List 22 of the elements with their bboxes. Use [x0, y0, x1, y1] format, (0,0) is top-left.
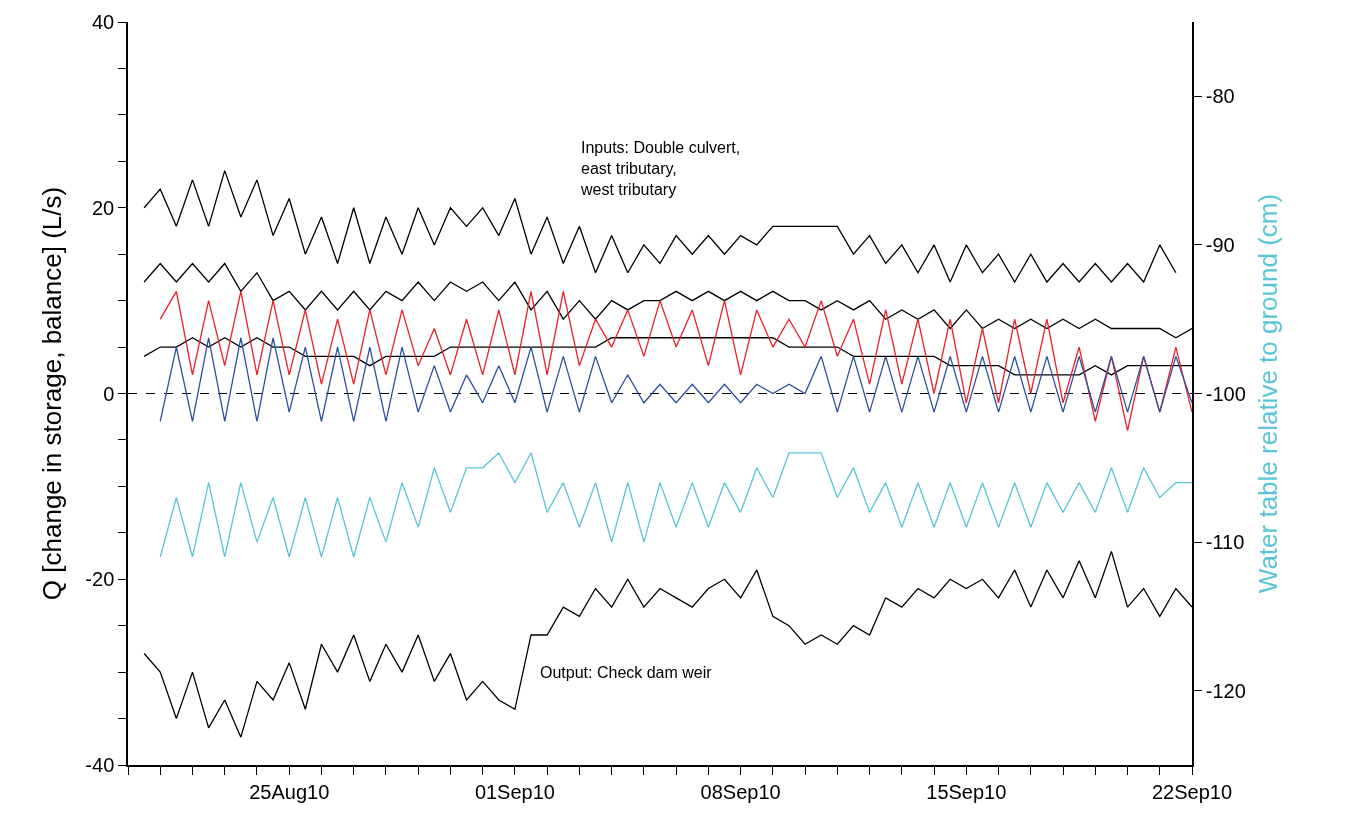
x-tick-label: 25Aug10 — [249, 780, 330, 803]
line-series — [159, 337, 1192, 423]
x-tick-label: 01Sep10 — [474, 780, 555, 803]
annotation: Inputs: Double culvert, east tributary, west tributary — [580, 139, 741, 198]
y-tick-label: -20 — [85, 568, 115, 591]
line-series — [159, 290, 1192, 432]
y2-tick-label: -90 — [1205, 233, 1235, 256]
y-tick-label: 40 — [92, 11, 115, 33]
y2-tick-label: -100 — [1205, 382, 1246, 405]
y2-axis-title: Water table relative to ground (cm) — [1252, 193, 1283, 594]
y-axis-title: Q [change in storage, balance] (L/s) — [37, 186, 68, 601]
y-tick-label: 0 — [103, 382, 115, 405]
x-tick-label: 15Sep10 — [926, 780, 1007, 803]
annotation: Output: Check dam weir — [540, 664, 713, 681]
y-tick-label: -40 — [85, 754, 115, 776]
x-tick-label: 08Sep10 — [700, 780, 781, 803]
x-tick-label: 22Sep10 — [1151, 780, 1233, 803]
y-tick-label: 20 — [92, 196, 115, 219]
line-series — [159, 452, 1192, 558]
y2-tick-label: -80 — [1205, 85, 1235, 108]
y2-tick-label: -110 — [1205, 531, 1245, 554]
y2-tick-label: -120 — [1205, 679, 1246, 702]
